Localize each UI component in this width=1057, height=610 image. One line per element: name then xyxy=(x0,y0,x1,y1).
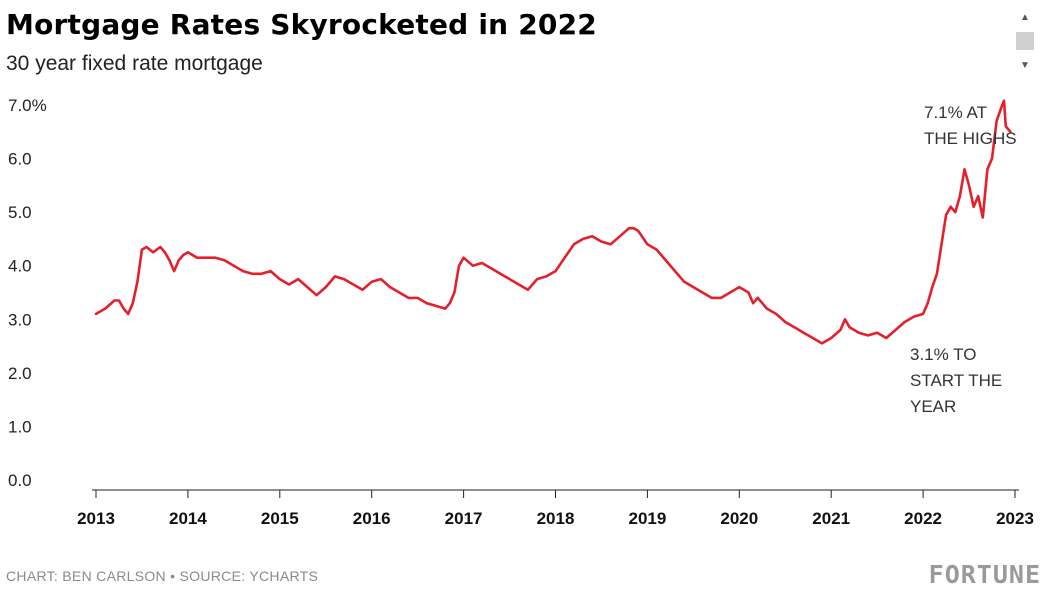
chart-credit: CHART: BEN CARLSON • SOURCE: YCHARTS xyxy=(6,568,319,584)
x-tick-label: 2018 xyxy=(537,509,575,528)
x-tick-label: 2015 xyxy=(261,509,299,528)
y-tick-label: 3.0 xyxy=(8,310,32,329)
y-tick-label: 5.0 xyxy=(8,203,32,222)
x-tick-label: 2017 xyxy=(445,509,483,528)
x-tick-label: 2023 xyxy=(996,509,1034,528)
x-tick-label: 2022 xyxy=(904,509,942,528)
x-tick-label: 2013 xyxy=(77,509,115,528)
annotation-text: THE HIGHS xyxy=(924,129,1017,148)
x-tick-label: 2020 xyxy=(720,509,758,528)
y-tick-label: 7.0% xyxy=(8,96,47,115)
chart-title: Mortgage Rates Skyrocketed in 2022 xyxy=(6,8,597,41)
fortune-logo: FORTUNE xyxy=(928,560,1041,589)
triangle-up-icon[interactable]: ▲ xyxy=(1020,11,1030,23)
x-tick-label: 2014 xyxy=(169,509,207,528)
x-tick-label: 2021 xyxy=(812,509,850,528)
scrollbar[interactable]: ▲ ▼ xyxy=(1014,8,1036,74)
annotation-text: 7.1% AT xyxy=(924,103,987,122)
annotation-text: YEAR xyxy=(910,397,956,416)
annotation-text: 3.1% TO xyxy=(910,345,976,364)
chart-subtitle: 30 year fixed rate mortgage xyxy=(6,52,263,75)
triangle-down-icon[interactable]: ▼ xyxy=(1020,59,1030,71)
y-tick-label: 6.0 xyxy=(8,150,32,169)
y-tick-label: 0.0 xyxy=(8,471,32,490)
series-line xyxy=(94,99,1012,345)
x-tick-label: 2019 xyxy=(628,509,666,528)
y-tick-label: 4.0 xyxy=(8,257,32,276)
scrollbar-thumb[interactable] xyxy=(1016,32,1034,50)
y-tick-label: 1.0 xyxy=(8,417,32,436)
x-tick-label: 2016 xyxy=(353,509,391,528)
annotation-text: START THE xyxy=(910,371,1002,390)
y-tick-label: 2.0 xyxy=(8,364,32,383)
